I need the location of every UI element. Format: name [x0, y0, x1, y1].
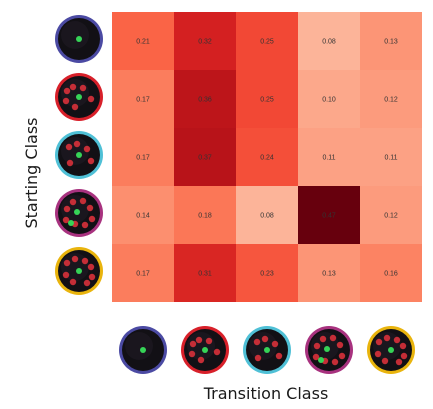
heatmap-cell — [236, 12, 298, 70]
cell-value-label: 0.11 — [384, 155, 397, 162]
cell-value-label: 0.47 — [322, 213, 336, 220]
heatmap-grid: 0.21 0.32 0.25 0.08 0.13 0.17 0.36 0.25 0.10 0.12… — [112, 12, 422, 302]
heatmap-cell — [174, 186, 236, 244]
cell-value-label: 0.12 — [384, 213, 398, 220]
starting-class-icon — [55, 131, 103, 179]
heatmap-cell — [174, 244, 236, 302]
cell-value-label: 0.16 — [384, 271, 398, 278]
cell-value-label: 0.32 — [198, 39, 212, 46]
heatmap-cell — [298, 12, 360, 70]
heatmap-cell — [174, 128, 236, 186]
starting-class-icon — [55, 73, 103, 121]
cell-value-label: 0.18 — [198, 213, 212, 220]
heatmap-cell — [112, 244, 174, 302]
heatmap-cell — [112, 186, 174, 244]
y-axis-label: Starting Class — [22, 117, 41, 228]
cell-value-label: 0.11 — [322, 155, 335, 162]
heatmap-cell — [360, 70, 422, 128]
heatmap-cell — [112, 128, 174, 186]
starting-class-icons — [55, 15, 103, 295]
transition-class-icon — [305, 326, 353, 374]
heatmap-cell — [360, 186, 422, 244]
cell-value-label: 0.14 — [136, 213, 150, 220]
cell-value-label: 0.36 — [198, 97, 212, 104]
cell-value-label: 0.12 — [384, 97, 398, 104]
heatmap-cell — [360, 128, 422, 186]
transition-class-icons — [119, 326, 415, 374]
heatmap-cell — [360, 12, 422, 70]
heatmap-cell — [112, 70, 174, 128]
heatmap-cell — [236, 186, 298, 244]
heatmap-cell — [236, 128, 298, 186]
transition-class-icon — [119, 326, 167, 374]
cell-value-label: 0.25 — [260, 39, 274, 46]
cell-value-label: 0.31 — [198, 271, 212, 278]
heatmap-cell — [174, 12, 236, 70]
cell-value-label: 0.25 — [260, 97, 274, 104]
cell-value-label: 0.08 — [260, 213, 274, 220]
cell-value-label: 0.17 — [136, 155, 150, 162]
cell-value-label: 0.24 — [260, 155, 274, 162]
heatmap-cell — [298, 70, 360, 128]
cell-value-label: 0.13 — [384, 39, 398, 46]
transition-class-icon — [181, 326, 229, 374]
transition-class-icon — [367, 326, 415, 374]
cell-value-label: 0.08 — [322, 39, 336, 46]
cell-value-label: 0.23 — [260, 271, 274, 278]
transition-class-icon — [243, 326, 291, 374]
cell-value-label: 0.37 — [198, 155, 212, 162]
heatmap-cell — [298, 244, 360, 302]
starting-class-icon — [55, 15, 103, 63]
heatmap-cell — [298, 186, 360, 244]
cell-value-label: 0.17 — [136, 271, 150, 278]
cell-value-label: 0.10 — [322, 97, 336, 104]
cell-value-label: 0.13 — [322, 271, 336, 278]
heatmap-cell — [174, 70, 236, 128]
x-axis-label: Transition Class — [203, 384, 329, 403]
heatmap-cell — [236, 70, 298, 128]
heatmap-cell — [112, 12, 174, 70]
starting-class-icon — [55, 189, 103, 237]
cell-value-label: 0.21 — [136, 39, 150, 46]
cell-value-label: 0.17 — [136, 97, 150, 104]
starting-class-icon — [55, 247, 103, 295]
heatmap-cell — [298, 128, 360, 186]
heatmap-cell — [360, 244, 422, 302]
heatmap-cell — [236, 244, 298, 302]
